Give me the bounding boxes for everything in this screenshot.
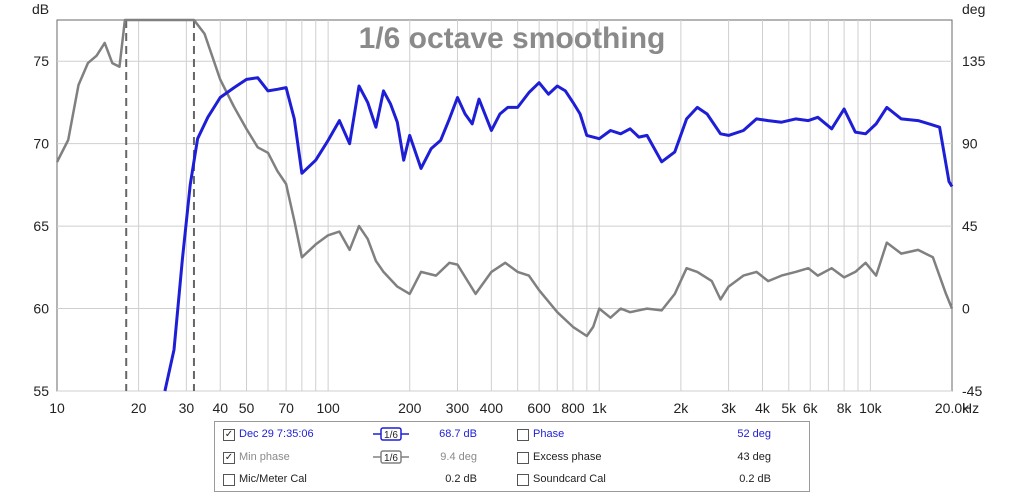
legend-row-measurement: ✓ Dec 29 7:35:06 1/6 68.7 dB Phase 52 de… xyxy=(215,426,809,446)
phase-value: 52 deg xyxy=(737,428,771,440)
x-tick-label: 8k xyxy=(837,400,853,416)
x-tick-label: 400 xyxy=(480,400,504,416)
measurement-value: 68.7 dB xyxy=(439,428,477,440)
x-tick-label: 6k xyxy=(803,400,819,416)
smoothing-label: 1/6 xyxy=(384,453,398,464)
x-tick-label: 20.0k xyxy=(935,400,970,416)
x-tick-label: 100 xyxy=(316,400,340,416)
smoothing-icon[interactable]: 1/6 xyxy=(373,427,409,441)
x-tick-label: 5k xyxy=(781,400,797,416)
x-tick-label: 1k xyxy=(592,400,608,416)
y-left-unit: dB xyxy=(32,1,49,17)
smoothing-label: 1/6 xyxy=(384,430,398,441)
frequency-response-chart[interactable]: 1/6 octave smoothing 10 20 30 40 50 70 100 200 3… xyxy=(0,0,1024,420)
y-left-tick-label: 70 xyxy=(33,136,49,152)
excess-phase-value: 43 deg xyxy=(737,451,771,463)
cursor-lines xyxy=(125,20,195,391)
x-tick-label: 600 xyxy=(527,400,551,416)
min-phase-checkbox[interactable]: ✓ xyxy=(223,452,235,464)
y-right-tick-labels: -45 0 45 90 135 xyxy=(962,53,986,399)
y-right-tick-label: 90 xyxy=(962,136,978,152)
plot-area xyxy=(56,19,953,392)
y-right-tick-label: 135 xyxy=(962,53,986,69)
phase-checkbox[interactable] xyxy=(517,429,529,441)
y-right-unit: deg xyxy=(962,1,985,17)
y-left-tick-label: 60 xyxy=(33,301,49,317)
x-tick-label: 40 xyxy=(212,400,228,416)
x-tick-label: 50 xyxy=(239,400,255,416)
min-phase-label: Min phase xyxy=(239,451,290,463)
x-tick-label: 70 xyxy=(278,400,294,416)
y-right-tick-label: 45 xyxy=(962,218,978,234)
x-tick-label: 300 xyxy=(446,400,470,416)
x-tick-label: 800 xyxy=(561,400,585,416)
series-group xyxy=(55,18,954,392)
measurement-checkbox[interactable]: ✓ xyxy=(223,429,235,441)
y-left-tick-label: 55 xyxy=(33,383,49,399)
y-right-tick-label: 0 xyxy=(962,301,970,317)
x-tick-labels: 10 20 30 40 50 70 100 200 300 400 600 800 1k 2k 3k 4k 5k… xyxy=(49,400,970,416)
legend-panel: ✓ Dec 29 7:35:06 1/6 68.7 dB Phase 52 de… xyxy=(214,421,810,492)
x-tick-label: 30 xyxy=(179,400,195,416)
mic-cal-value: 0.2 dB xyxy=(445,473,477,485)
grid-lines xyxy=(57,20,952,392)
excess-phase-checkbox[interactable] xyxy=(517,452,529,464)
chart-title: 1/6 octave smoothing xyxy=(359,22,666,55)
x-tick-label: 10k xyxy=(859,400,883,416)
mic-cal-checkbox[interactable] xyxy=(223,474,235,486)
series-line xyxy=(163,76,954,392)
x-tick-label: 2k xyxy=(673,400,689,416)
series-line xyxy=(55,18,954,338)
y-left-tick-label: 75 xyxy=(33,53,49,69)
y-left-tick-labels: 55 60 65 70 75 xyxy=(33,53,49,399)
min-phase-value: 9.4 deg xyxy=(440,451,477,463)
excess-phase-label: Excess phase xyxy=(533,451,602,463)
soundcard-cal-label: Soundcard Cal xyxy=(533,473,606,485)
smoothing-icon[interactable]: 1/6 xyxy=(373,450,409,464)
legend-row-min-phase: ✓ Min phase 1/6 9.4 deg Excess phase 43 … xyxy=(215,449,809,469)
x-tick-label: 3k xyxy=(721,400,737,416)
phase-label: Phase xyxy=(533,428,565,440)
legend-row-mic-cal: Mic/Meter Cal 0.2 dB Soundcard Cal 0.2 d… xyxy=(215,471,809,491)
x-tick-label: 200 xyxy=(398,400,422,416)
soundcard-cal-checkbox[interactable] xyxy=(517,474,529,486)
soundcard-cal-value: 0.2 dB xyxy=(739,473,771,485)
x-tick-label: 4k xyxy=(755,400,771,416)
mic-cal-label: Mic/Meter Cal xyxy=(239,473,307,485)
y-left-tick-label: 65 xyxy=(33,218,49,234)
x-unit: Hz xyxy=(962,400,979,416)
x-tick-label: 20 xyxy=(131,400,147,416)
x-tick-label: 10 xyxy=(49,400,65,416)
y-right-tick-label: -45 xyxy=(962,383,982,399)
measurement-label: Dec 29 7:35:06 xyxy=(239,428,314,440)
